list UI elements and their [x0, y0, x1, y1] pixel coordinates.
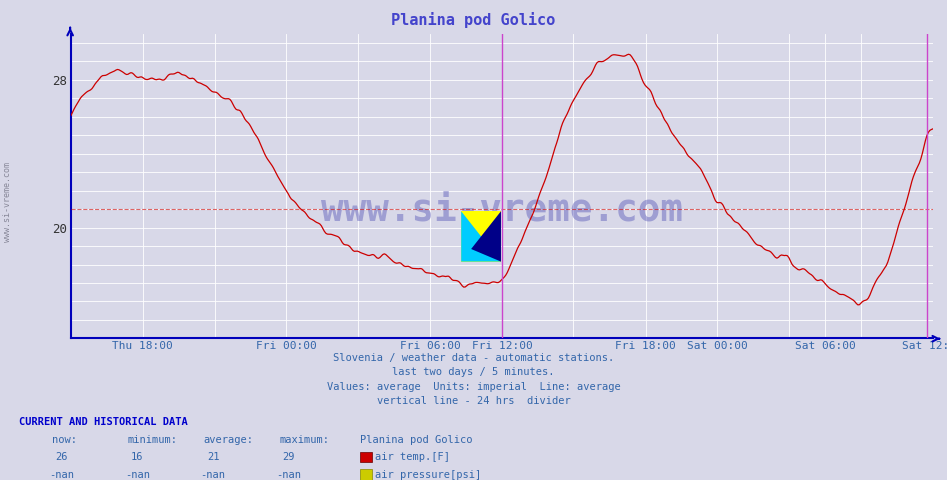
Text: maximum:: maximum: — [279, 435, 330, 445]
Text: -nan: -nan — [201, 469, 225, 480]
Polygon shape — [472, 211, 501, 262]
Text: Slovenia / weather data - automatic stations.: Slovenia / weather data - automatic stat… — [333, 353, 614, 363]
Text: 26: 26 — [55, 452, 68, 462]
Text: vertical line - 24 hrs  divider: vertical line - 24 hrs divider — [377, 396, 570, 406]
Text: www.si-vreme.com: www.si-vreme.com — [3, 162, 12, 241]
Text: -nan: -nan — [277, 469, 301, 480]
Text: minimum:: minimum: — [128, 435, 178, 445]
Text: average:: average: — [204, 435, 254, 445]
Text: 21: 21 — [206, 452, 220, 462]
Text: air temp.[F]: air temp.[F] — [375, 452, 450, 462]
Text: CURRENT AND HISTORICAL DATA: CURRENT AND HISTORICAL DATA — [19, 417, 188, 427]
Text: www.si-vreme.com: www.si-vreme.com — [321, 192, 683, 228]
Polygon shape — [461, 211, 501, 262]
Text: 29: 29 — [282, 452, 295, 462]
Text: air pressure[psi]: air pressure[psi] — [375, 469, 481, 480]
Text: last two days / 5 minutes.: last two days / 5 minutes. — [392, 367, 555, 377]
Text: 16: 16 — [131, 452, 144, 462]
Text: Planina pod Golico: Planina pod Golico — [360, 435, 473, 445]
Text: -nan: -nan — [125, 469, 150, 480]
Text: now:: now: — [52, 435, 77, 445]
Text: Planina pod Golico: Planina pod Golico — [391, 12, 556, 28]
Text: -nan: -nan — [49, 469, 74, 480]
Text: Values: average  Units: imperial  Line: average: Values: average Units: imperial Line: av… — [327, 382, 620, 392]
